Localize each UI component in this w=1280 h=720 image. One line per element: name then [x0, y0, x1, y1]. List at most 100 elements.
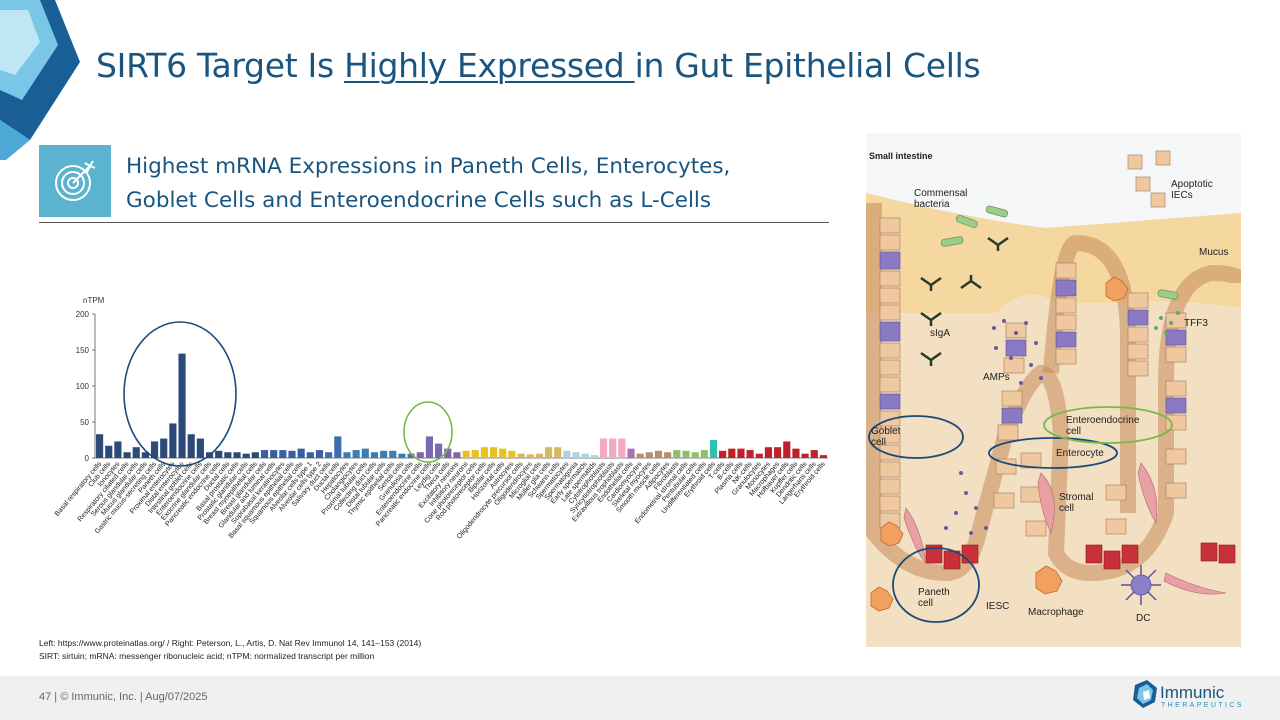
bar — [535, 453, 543, 458]
label-macrophage: Macrophage — [1028, 607, 1084, 618]
subtitle: Highest mRNA Expressions in Paneth Cells… — [126, 150, 826, 218]
bar — [627, 448, 635, 458]
bar — [242, 453, 250, 458]
label-apoptotic: Apoptotic IECs — [1171, 179, 1213, 201]
bar — [572, 452, 580, 458]
bar — [819, 455, 827, 458]
bar — [105, 445, 113, 458]
bar — [215, 450, 223, 458]
bar — [224, 452, 232, 458]
footnote-sources: Left: https://www.proteinatlas.org/ / Ri… — [39, 638, 422, 648]
bar — [150, 441, 159, 458]
page-title: SIRT6 Target Is Highly Expressed in Gut … — [96, 46, 981, 85]
bar — [233, 452, 241, 458]
bar — [792, 448, 800, 458]
bar — [700, 450, 708, 458]
bar — [416, 452, 424, 458]
bar — [728, 448, 736, 458]
bar — [517, 453, 525, 458]
bar — [508, 450, 516, 458]
bar — [306, 452, 314, 458]
y-tick-label: 150 — [76, 346, 90, 355]
bar — [132, 447, 140, 458]
bar — [664, 452, 672, 458]
ntpm-bar-chart: nTPM 0 50 100 150 200 Basal respiratory cell… — [54, 296, 828, 541]
bar — [480, 447, 488, 458]
bar — [453, 452, 461, 458]
bar — [343, 452, 351, 458]
bar — [178, 353, 186, 458]
label-stromal: Stromal cell — [1059, 492, 1093, 514]
bar — [554, 447, 562, 458]
bar — [673, 450, 681, 458]
label-iesc: IESC — [986, 601, 1009, 612]
bar — [783, 441, 791, 458]
bar — [169, 423, 177, 458]
label-paneth: Paneth cell — [918, 587, 950, 609]
bar — [389, 450, 397, 458]
bar — [398, 453, 406, 458]
bar — [590, 455, 598, 458]
label-tff3: TFF3 — [1184, 318, 1208, 329]
bar — [187, 434, 195, 458]
bar — [96, 434, 104, 458]
bar — [490, 447, 498, 458]
y-tick-label: 200 — [76, 310, 90, 319]
bar — [407, 453, 415, 458]
bar — [499, 448, 507, 458]
label-goblet: Goblet cell — [871, 426, 901, 448]
bar — [334, 436, 342, 458]
bar — [352, 450, 360, 458]
subtitle-line-1: Highest mRNA Expressions in Paneth Cells… — [126, 154, 731, 179]
bar — [435, 443, 443, 458]
leydig-highlight-circle — [403, 401, 453, 463]
bar — [636, 453, 644, 458]
bar — [737, 448, 745, 458]
label-amps: AMPs — [983, 372, 1010, 383]
label-mucus: Mucus — [1199, 247, 1228, 258]
logo-subtitle: THERAPEUTICS — [1161, 702, 1244, 709]
bar — [544, 447, 553, 458]
label-enteroendocrine: Enteroendocrine cell — [1066, 415, 1140, 437]
bar — [444, 448, 452, 458]
bar — [599, 438, 608, 458]
y-tick-label: 50 — [80, 418, 89, 427]
subtitle-divider — [39, 222, 829, 223]
label-dc: DC — [1136, 613, 1150, 624]
label-commensal: Commensal bacteria — [914, 188, 967, 210]
bar — [471, 450, 479, 458]
small-intestine-figure: Small intestine Commensal bacteria Apopto… — [866, 133, 1241, 647]
bar — [279, 450, 287, 458]
bar — [425, 436, 434, 458]
paneth-highlight-circle — [123, 321, 237, 467]
bar — [746, 450, 754, 458]
bar — [370, 452, 379, 458]
bar — [801, 453, 809, 458]
y-axis-label: nTPM — [83, 296, 105, 305]
target-arrow-icon — [39, 145, 111, 217]
figure-title: Small intestine — [869, 151, 933, 161]
bars-group — [96, 353, 827, 458]
bar — [325, 452, 333, 458]
corner-decoration — [0, 0, 80, 160]
bar — [297, 448, 305, 458]
bar — [114, 441, 122, 458]
bar — [810, 450, 818, 458]
bar — [654, 450, 663, 458]
bar — [260, 450, 269, 458]
subtitle-line-2: Goblet Cells and Enteroendocrine Cells s… — [126, 188, 712, 213]
y-tick-label: 0 — [85, 454, 90, 463]
bar — [526, 454, 534, 458]
bar — [141, 452, 149, 458]
bar — [160, 438, 168, 458]
logo-name: Immunic — [1160, 683, 1225, 702]
bar — [563, 450, 571, 458]
bar — [609, 438, 617, 458]
bar — [361, 448, 369, 458]
bar — [270, 450, 278, 458]
bar — [618, 438, 626, 458]
label-sigA: sIgA — [930, 328, 950, 339]
bar — [719, 450, 727, 458]
footer-text: 47 | © Immunic, Inc. | Aug/07/2025 — [39, 691, 208, 703]
